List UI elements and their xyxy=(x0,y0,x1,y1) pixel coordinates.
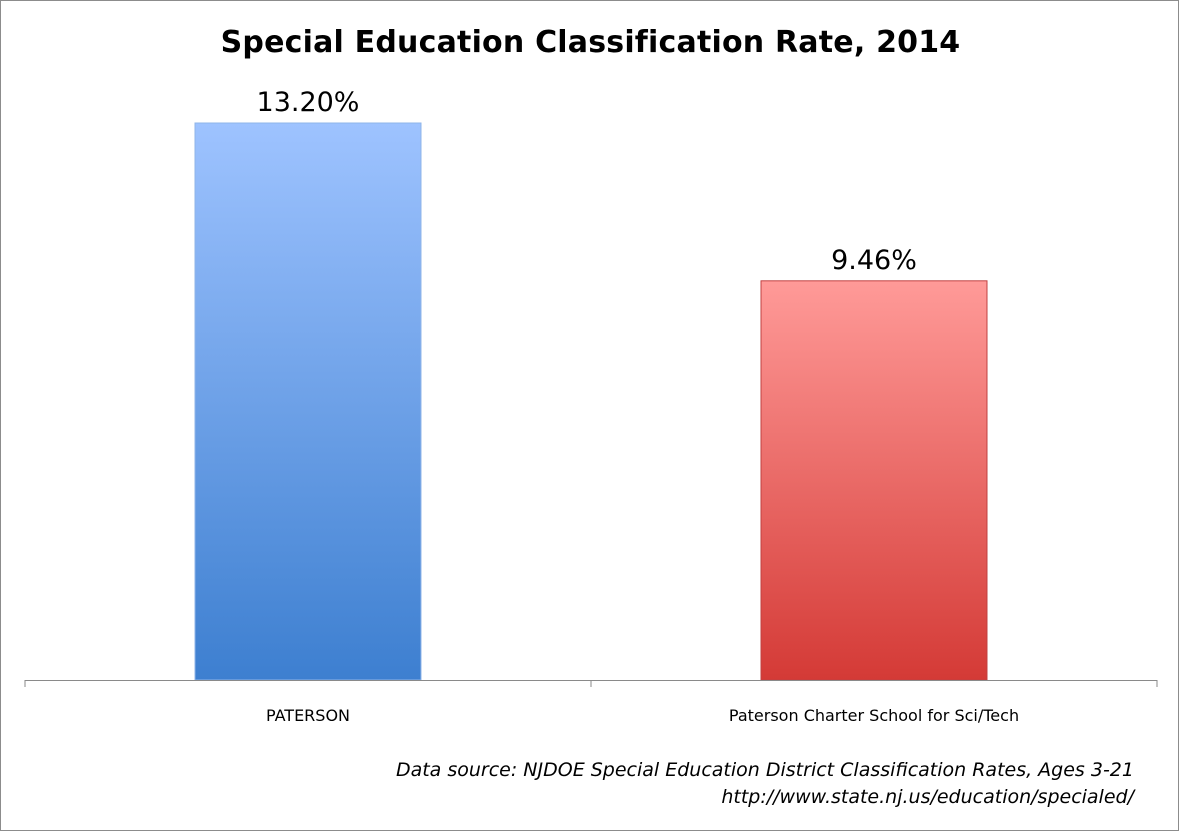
data-source-note: Data source: NJDOE Special Education Dis… xyxy=(395,759,1134,781)
category-label-2: Paterson Charter School for Sci/Tech xyxy=(729,706,1019,725)
bar-1 xyxy=(194,122,422,681)
data-source-url: http://www.state.nj.us/education/special… xyxy=(721,786,1134,808)
data-label-2: 9.46% xyxy=(831,245,917,276)
chart-title: Special Education Classification Rate, 2… xyxy=(220,25,961,60)
bar-2 xyxy=(760,280,988,681)
category-label-1: PATERSON xyxy=(266,706,350,725)
data-label-1: 13.20% xyxy=(257,87,360,118)
